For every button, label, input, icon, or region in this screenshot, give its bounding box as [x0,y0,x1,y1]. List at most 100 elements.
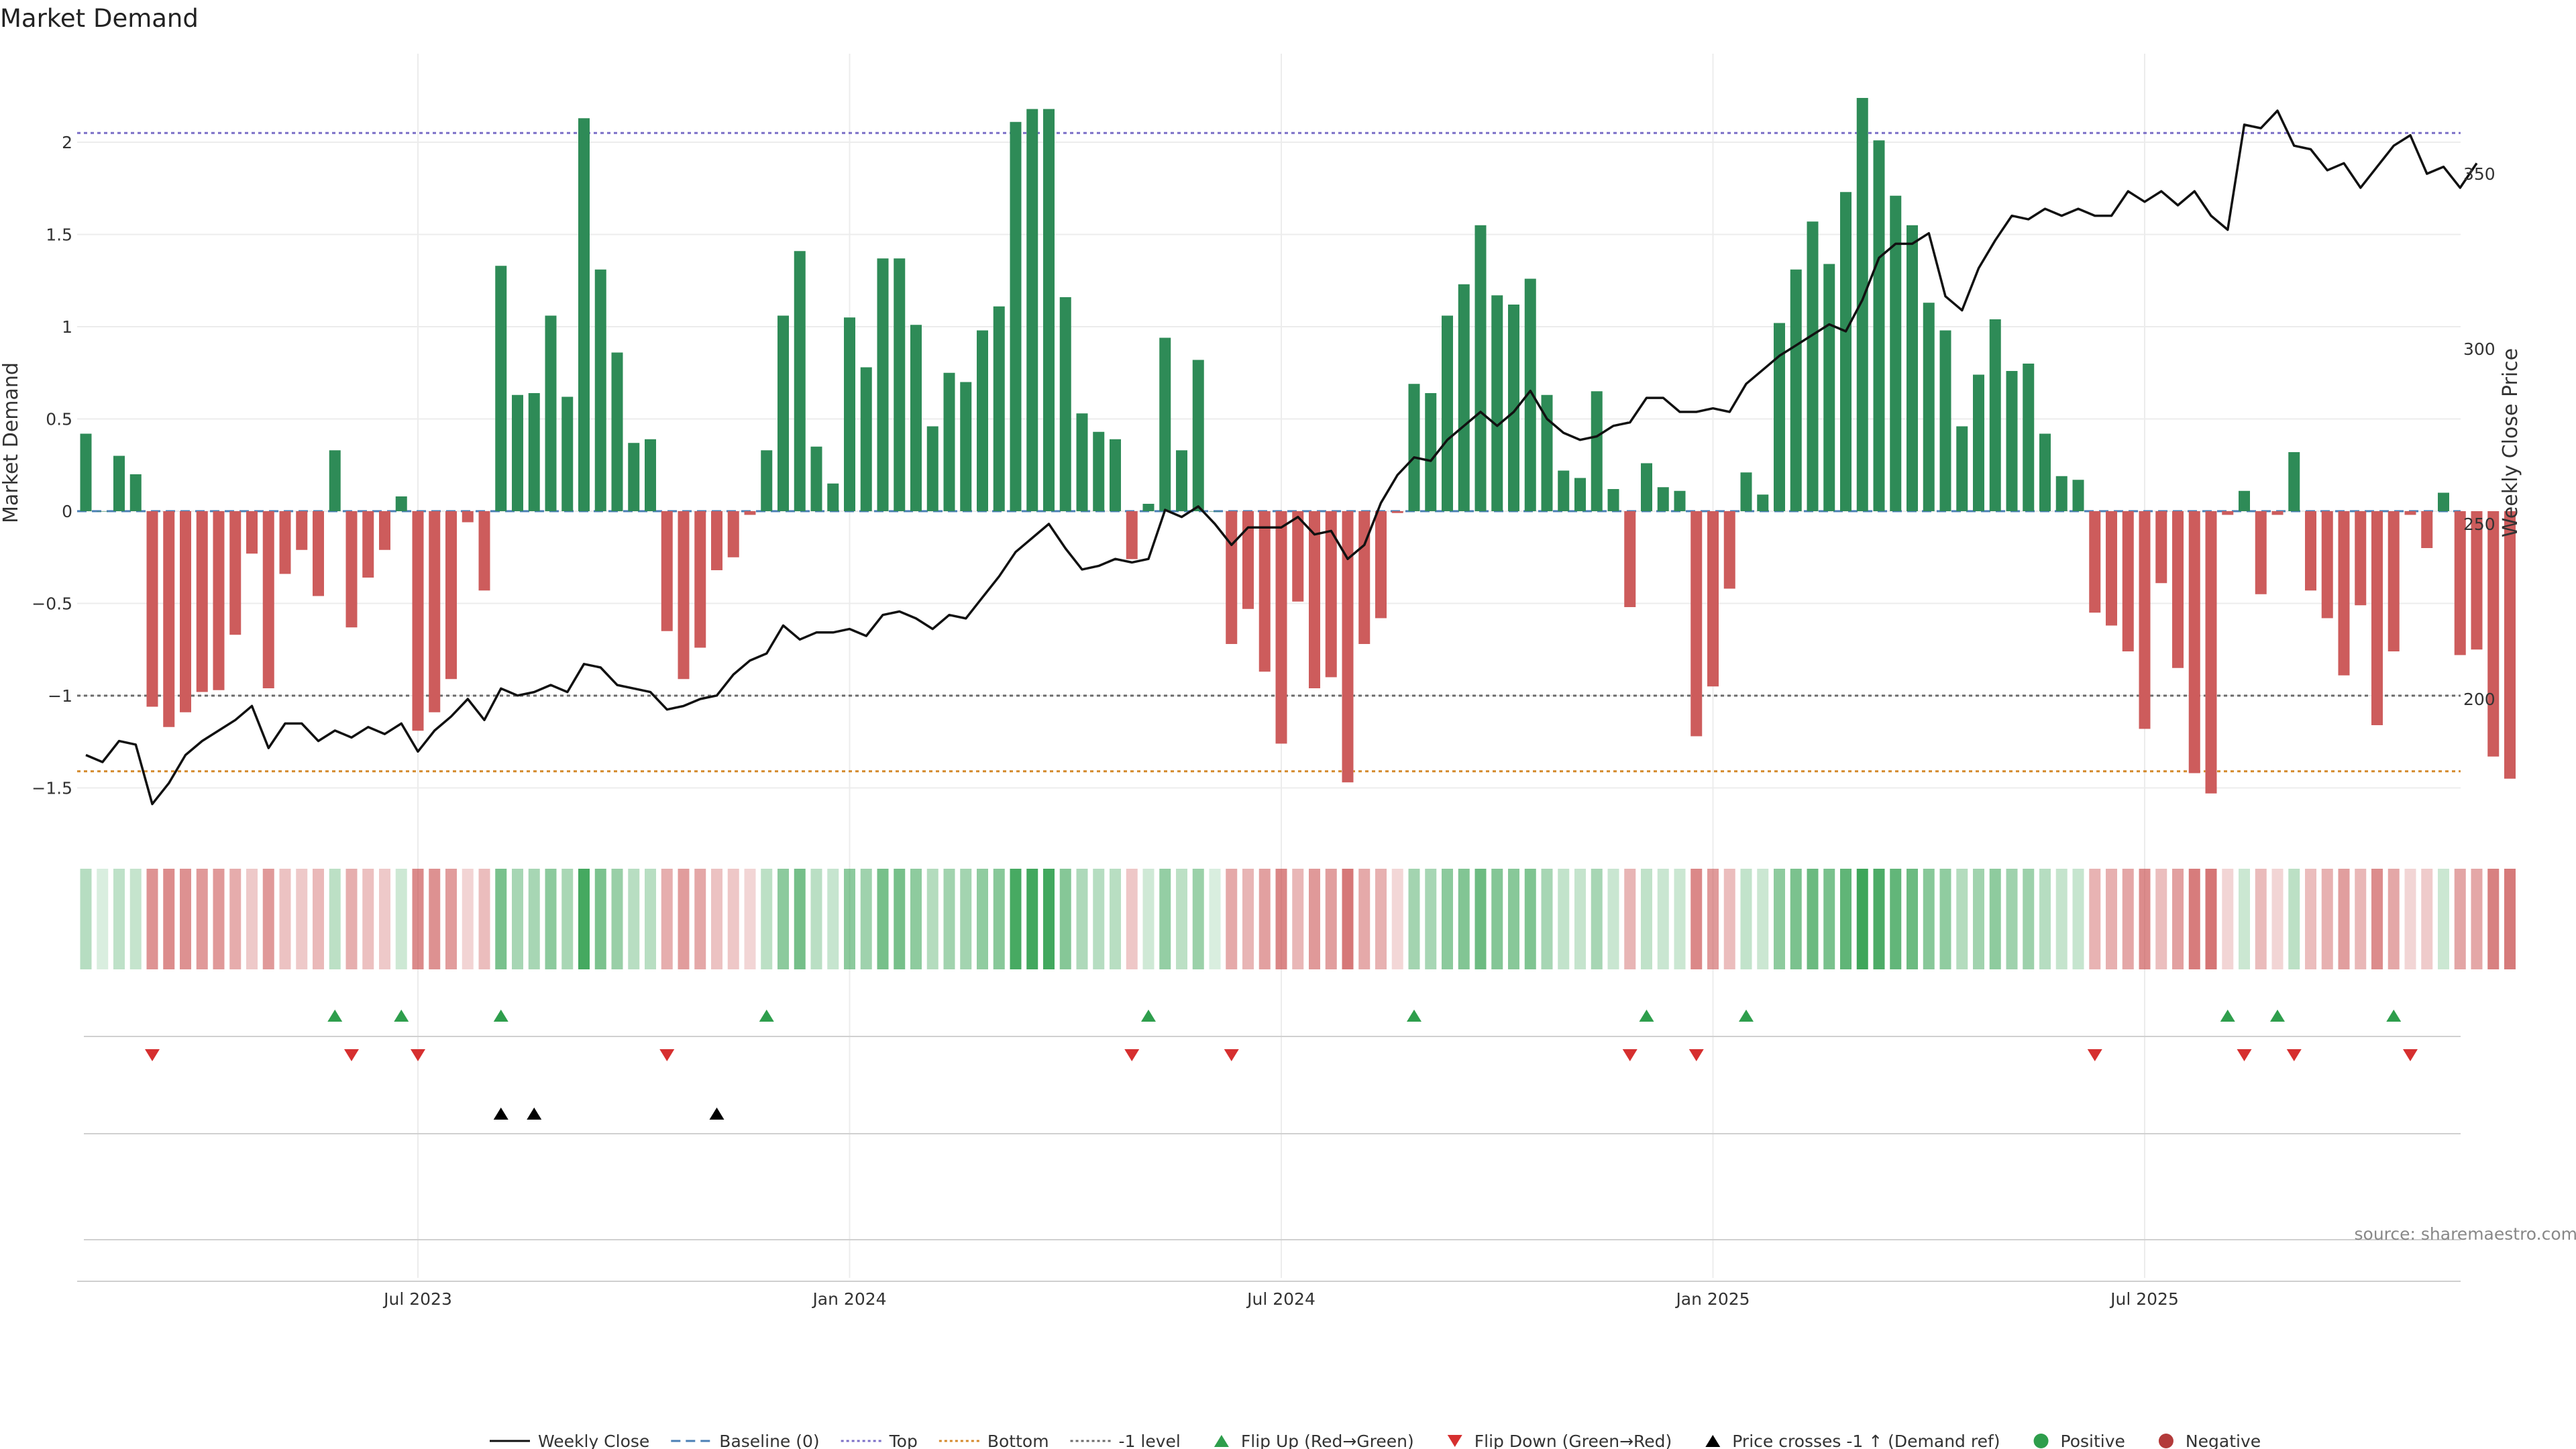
heat-cell [395,869,407,969]
legend-swatch-dot [2033,1434,2049,1448]
demand-bar [1807,221,1819,511]
demand-bar [1558,470,1570,511]
heat-cell [1690,869,1703,969]
demand-bar [1491,295,1503,511]
flip-down-marker [344,1049,359,1061]
demand-bar [926,426,938,511]
heat-cell [2454,869,2466,969]
flip-up-marker [493,1010,508,1022]
heat-cell [1226,869,1238,969]
demand-bar [462,511,474,523]
heat-cell [1907,869,1918,969]
flip-up-marker [327,1010,343,1022]
demand-bar [329,450,341,511]
demand-bar [1342,511,1354,783]
heat-cell [1258,869,1271,969]
heat-cell [1973,869,1984,969]
demand-bar [894,258,906,511]
demand-bar [844,317,855,511]
heat-cell [810,869,822,969]
heat-cell [412,869,424,969]
heat-cell [1110,869,1121,969]
demand-bar [1956,426,1968,511]
demand-bar [2089,511,2101,613]
demand-bar [1873,140,1885,511]
demand-bar [296,511,308,550]
demand-bar [478,511,490,591]
heat-cell [113,869,125,969]
demand-bar [1524,278,1536,511]
flip-down-marker [2087,1049,2102,1061]
demand-bar [1126,511,1138,559]
heat-cell [1375,869,1387,969]
heat-cell [611,869,623,969]
heat-cell [512,869,523,969]
heat-cell [429,869,441,969]
flip-up-marker [2220,1010,2235,1022]
legend-label: -1 level [1119,1432,1181,1449]
heat-cell [1458,869,1470,969]
y2-tick-label: 250 [2463,515,2496,534]
flip-up-marker [2270,1010,2285,1022]
demand-bar [678,511,690,680]
demand-bar [1591,391,1603,511]
heat-cell [2239,869,2250,969]
heat-cell [578,869,590,969]
y2-tick-label: 200 [2463,690,2496,709]
heat-cell [1989,869,2001,969]
heat-cell [296,869,308,969]
y-tick-label: −1 [48,686,72,706]
demand-bar [810,446,822,511]
demand-bar [1093,431,1105,511]
heat-cell [628,869,640,969]
demand-bar [1076,413,1088,511]
demand-bar [777,315,789,511]
demand-bar [1010,121,1022,511]
demand-bar [495,266,507,511]
heat-cell [97,869,109,969]
heat-cell [1192,869,1204,969]
heat-cell [2006,869,2018,969]
heat-cell [1176,869,1187,969]
y-tick-label: 1.5 [46,225,72,245]
heat-cell [1010,869,1022,969]
heat-cell [2222,869,2234,969]
demand-bar [2305,511,2316,591]
heat-cell [2039,869,2051,969]
heat-cell [279,869,291,969]
heat-cell [727,869,739,969]
heat-cell [196,869,208,969]
heat-cell [1309,869,1320,969]
demand-bar [2321,511,2333,619]
demand-bar [2338,511,2350,676]
demand-bar [1823,264,1835,511]
demand-bar [827,483,839,511]
demand-bar [1375,511,1387,619]
demand-bar [1325,511,1337,678]
heat-cell [345,869,358,969]
demand-bar [2106,511,2117,626]
flip-up-marker [394,1010,409,1022]
heat-cell [1342,869,1354,969]
heat-cell [1856,869,1868,969]
heat-cell [1408,869,1420,969]
heat-cell [1757,869,1769,969]
flip-down-marker [659,1049,675,1061]
heat-cell [80,869,92,969]
heat-cell [1790,869,1802,969]
heat-cell [445,869,457,969]
heat-cell [1242,869,1254,969]
heat-cell [229,869,241,969]
flip-up-marker [1407,1010,1421,1022]
demand-bar [1425,393,1437,511]
flip-down-marker [2286,1049,2302,1061]
heat-cell [1491,869,1503,969]
demand-bar [146,511,158,707]
heat-cell [594,869,606,969]
legend-label: Top [889,1432,918,1449]
heat-cell [2139,869,2151,969]
heat-cell [478,869,490,969]
demand-bar [661,511,673,631]
heat-cell [711,869,722,969]
demand-bar [694,511,706,648]
